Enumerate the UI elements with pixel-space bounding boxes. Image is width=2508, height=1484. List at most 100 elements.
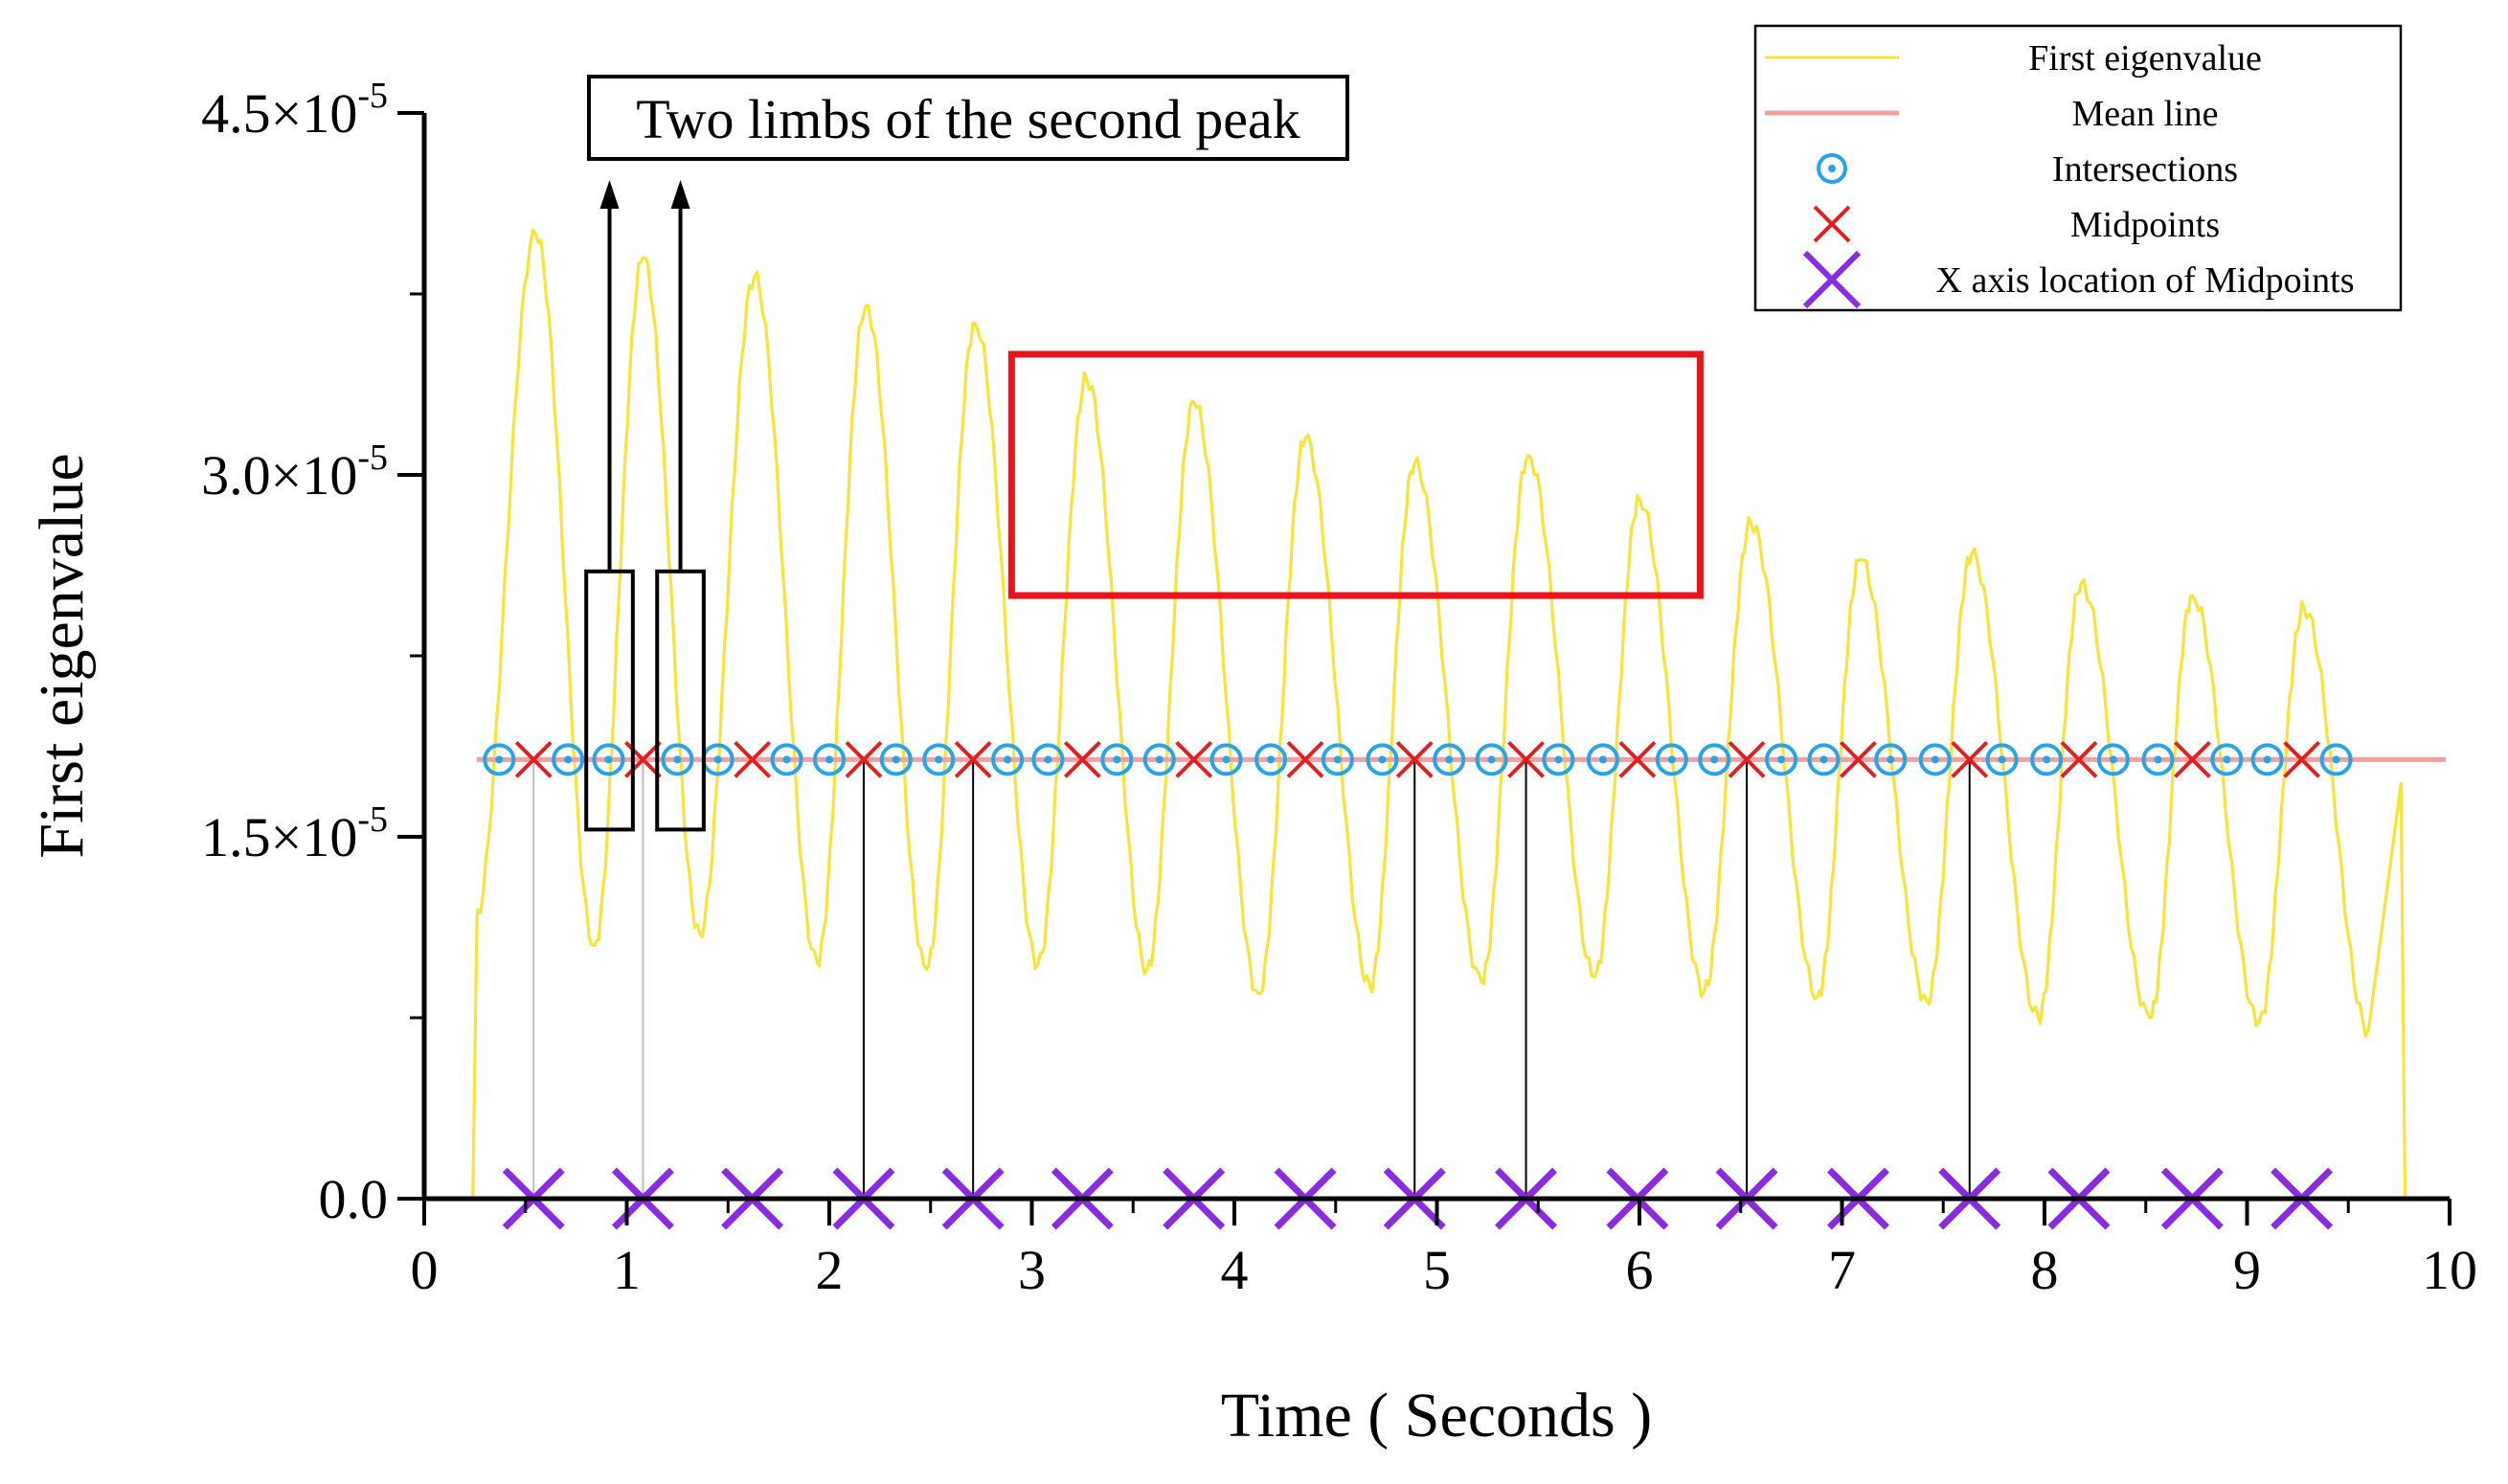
intersection-dot — [713, 755, 722, 764]
midpoint-stroke — [1728, 740, 1766, 778]
intersection-dot — [935, 755, 943, 764]
x-tick-label: 0 — [411, 1239, 439, 1301]
intersection-dot — [1710, 755, 1719, 764]
intersection-marker — [592, 743, 625, 776]
midpoint-stroke — [1507, 740, 1545, 778]
x-tick-label: 4 — [1221, 1239, 1249, 1301]
drop-lines — [532, 759, 1971, 1199]
intersection-ring — [1209, 743, 1243, 776]
midpoint-marker — [1840, 740, 1877, 778]
intersection-dot — [1004, 755, 1012, 764]
intersection-ring — [592, 743, 625, 776]
intersection-dot — [673, 755, 682, 764]
y-tick-exponent: -5 — [357, 799, 388, 840]
midpoint-marker — [1951, 740, 1989, 778]
annotations: Two limbs of the second peak — [584, 75, 1704, 832]
intersection-marker — [1698, 743, 1731, 776]
midpoint-marker — [2173, 740, 2211, 778]
midpoint-stroke — [2173, 740, 2211, 778]
intersection-dot — [892, 755, 900, 764]
intersection-dot — [2223, 755, 2231, 764]
intersection-marker — [2141, 743, 2175, 776]
midpoint-marker — [1175, 740, 1213, 778]
intersection-marker — [1918, 743, 1952, 776]
legend-item: Mean line — [1765, 94, 2219, 134]
midpoint-stroke — [514, 740, 553, 778]
intersection-marker — [922, 743, 956, 776]
intersection-marker — [1985, 743, 2019, 776]
intersection-dot — [1777, 755, 1786, 764]
midpoint-marker — [1618, 740, 1657, 778]
legend-label: Mean line — [2071, 94, 2218, 134]
intersection-marker — [1807, 743, 1841, 776]
legend-swatch-dot — [1828, 165, 1836, 172]
x-tick-label: 8 — [2031, 1239, 2059, 1301]
arrow-head — [599, 180, 620, 209]
legend-label: Midpoints — [2070, 205, 2220, 245]
y-tick-exponent: -5 — [357, 76, 388, 116]
limb-box — [655, 569, 706, 832]
x-tick-label: 3 — [1018, 1239, 1046, 1301]
x-tick-label: 6 — [1626, 1239, 1654, 1301]
legend-item: First eigenvalue — [1765, 38, 2262, 79]
intersection-ring — [1586, 743, 1619, 776]
intersection-ring — [1031, 743, 1065, 776]
intersection-ring — [1366, 743, 1399, 776]
legend-item: X axis location of Midpoints — [1802, 250, 2354, 309]
intersection-ring — [2250, 743, 2284, 776]
x-tick-label: 9 — [2233, 1239, 2261, 1301]
intersection-ring — [483, 743, 516, 776]
intersection-dot — [1267, 755, 1276, 764]
intersection-dot — [1487, 755, 1496, 764]
y-axis-title: First eigenvalue — [27, 453, 97, 858]
intersection-ring — [1765, 743, 1798, 776]
intersection-dot — [1378, 755, 1387, 764]
intersection-marker — [879, 743, 913, 776]
legend-items: First eigenvalue Mean line Intersections Mi… — [1765, 38, 2354, 309]
intersection-ring — [1655, 743, 1688, 776]
midpoint-stroke — [1951, 740, 1989, 778]
midpoint-marker — [1728, 740, 1766, 778]
intersection-marker — [661, 743, 694, 776]
intersection-ring — [1985, 743, 2019, 776]
midpoint-stroke — [845, 740, 883, 778]
intersection-markers — [483, 743, 2353, 776]
midpoint-stroke — [2060, 740, 2098, 778]
axes: 0 1 2 3 4 5 6 7 8 9 10 0.01.5×10-53.0×10-54.5×10-5 — [201, 76, 2477, 1301]
intersection-ring — [1142, 743, 1176, 776]
intersection-dot — [2332, 755, 2340, 764]
intersection-marker — [813, 743, 846, 776]
intersection-marker — [1542, 743, 1575, 776]
intersection-ring — [2096, 743, 2130, 776]
x-tick-label: 1 — [613, 1239, 641, 1301]
intersection-dot — [1044, 755, 1052, 764]
midpoint-marker — [2283, 740, 2321, 778]
intersection-dot — [1554, 755, 1563, 764]
midpoint-stroke — [1618, 740, 1657, 778]
midpoint-marker — [2060, 740, 2098, 778]
midpoint-marker — [954, 740, 992, 778]
intersection-dot — [1887, 755, 1895, 764]
intersection-dot — [825, 755, 833, 764]
y-tick-label: 4.5×10-5 — [201, 76, 388, 145]
legend: First eigenvalue Mean line Intersections Mi… — [1753, 24, 2403, 312]
midpoint-marker — [1063, 740, 1101, 778]
intersection-dot — [1222, 755, 1231, 764]
midpoint-marker — [845, 740, 883, 778]
intersection-ring — [1874, 743, 1908, 776]
intersection-dot — [1155, 755, 1164, 764]
highlight-box — [1007, 350, 1704, 599]
intersection-ring — [1807, 743, 1841, 776]
annotation-label-box — [587, 75, 1349, 161]
legend-swatch — [1813, 205, 1851, 243]
midpoint-stroke — [1286, 740, 1324, 778]
x-tick-label: 5 — [1423, 1239, 1451, 1301]
intersection-marker — [1321, 743, 1354, 776]
intersection-ring — [552, 743, 585, 776]
x-tick-label: 2 — [816, 1239, 844, 1301]
intersection-dot — [1333, 755, 1342, 764]
intersection-ring — [1100, 743, 1134, 776]
intersection-marker — [770, 743, 803, 776]
intersection-ring — [991, 743, 1025, 776]
legend-item: Intersections — [1817, 149, 2238, 190]
